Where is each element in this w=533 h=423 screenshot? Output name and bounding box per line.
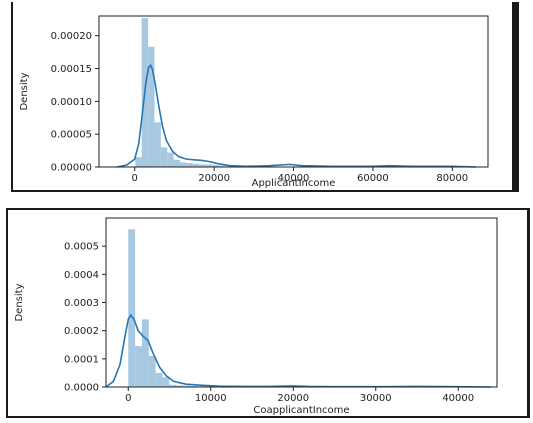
x-axis-label: CoapplicantIncome [253,405,349,416]
x-tick-label: 80000 [436,173,468,184]
histogram-bar [160,147,168,167]
kde-curve [116,63,477,168]
histogram-bars [128,229,204,387]
plot-frame [105,217,498,388]
histogram-bar [154,122,161,167]
histogram-bar [148,46,155,167]
histogram-bar [135,346,142,387]
x-tick-label: 40000 [442,393,474,404]
y-tick-label: 0.00000 [51,163,92,174]
histogram-bar [135,157,142,167]
histogram-bar [162,377,170,387]
chart-panel-coapplicant-income: 0.0000 0.0001 0.0002 0.0003 0.0004 0.0005 0 10… [6,208,530,418]
histogram-bar [212,165,219,167]
x-axis-ticks: 0 20000 40000 60000 80000 [132,167,468,184]
histogram-bar [176,385,184,387]
histogram-bar [199,164,206,167]
x-tick-label: 20000 [277,393,309,404]
x-tick-label: 0 [132,173,138,184]
histogram-bar [192,163,200,167]
histogram-bar [186,163,193,167]
y-tick-label: 0.0005 [64,242,99,253]
histogram-bar [180,162,187,167]
x-tick-label: 30000 [360,393,392,404]
histogram-bar [173,159,181,167]
histogram-bars [135,17,232,167]
coapplicant-income-chart: 0.0000 0.0001 0.0002 0.0003 0.0004 0.0005 0 10… [14,217,498,416]
x-tick-label: 0 [125,393,131,404]
y-tick-label: 0.0004 [64,270,99,281]
y-tick-label: 0.0000 [64,383,99,394]
y-axis-label: Density [14,283,25,321]
y-axis-ticks: 0.00000 0.00005 0.00010 0.00015 0.00020 [51,31,99,174]
x-axis-ticks: 0 10000 20000 30000 40000 [125,387,474,404]
y-tick-label: 0.00010 [51,97,92,108]
y-tick-label: 0.00015 [51,64,92,75]
x-tick-label: 60000 [357,173,389,184]
x-tick-label: 40000 [278,173,310,184]
applicant-income-chart: 0.00000 0.00005 0.00010 0.00015 0.00020 0 200… [19,15,489,189]
histogram-bar [128,229,136,387]
kde-curve [105,313,492,388]
histogram-bar [167,152,174,167]
histogram-bar [141,319,149,387]
y-axis-label: Density [19,72,30,110]
y-tick-label: 0.0002 [64,326,99,337]
histogram-bar [218,165,225,167]
x-axis-label: ApplicantIncome [252,178,336,189]
histogram-bar [169,384,177,387]
x-tick-label: 20000 [198,173,230,184]
y-axis-ticks: 0.0000 0.0001 0.0002 0.0003 0.0004 0.0005 [64,242,106,394]
chart-panel-applicant-income: 0.00000 0.00005 0.00010 0.00015 0.00020 0 200… [11,2,519,192]
x-tick-label: 10000 [195,393,227,404]
y-tick-label: 0.00020 [51,31,92,42]
histogram-bar [148,356,156,387]
histogram-bar [189,385,197,387]
histogram-bar [205,164,213,167]
y-tick-label: 0.0001 [64,354,99,365]
histogram-bar [183,385,190,387]
histogram-bar [155,372,163,387]
y-tick-label: 0.00005 [51,130,92,141]
y-tick-label: 0.0003 [64,298,99,309]
